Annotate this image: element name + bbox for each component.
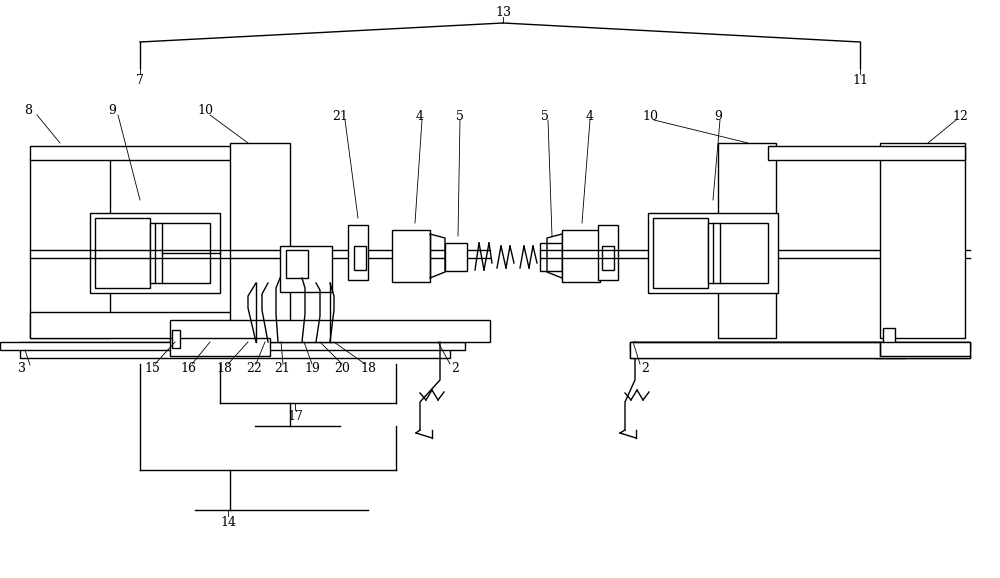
Text: 10: 10 <box>197 105 213 117</box>
Text: 11: 11 <box>852 73 868 87</box>
Text: 3: 3 <box>18 361 26 375</box>
Bar <box>30 158 110 338</box>
Bar <box>30 146 240 160</box>
Bar <box>875 346 905 358</box>
Bar <box>648 213 778 293</box>
Bar <box>354 246 366 270</box>
Text: 5: 5 <box>456 109 464 123</box>
Text: 9: 9 <box>108 105 116 117</box>
Text: 2: 2 <box>451 361 459 375</box>
Bar <box>880 143 965 338</box>
Bar <box>630 342 970 350</box>
Text: 7: 7 <box>136 73 144 87</box>
Bar <box>170 338 270 356</box>
Bar <box>392 230 430 282</box>
Text: 4: 4 <box>586 109 594 123</box>
Text: 17: 17 <box>287 409 303 423</box>
Text: 21: 21 <box>332 109 348 123</box>
Bar <box>95 218 150 288</box>
Bar <box>718 143 776 338</box>
Bar <box>653 218 708 288</box>
Text: 14: 14 <box>220 516 236 528</box>
Bar <box>230 143 290 338</box>
Bar <box>445 243 467 271</box>
Text: 18: 18 <box>360 361 376 375</box>
Bar <box>20 342 450 358</box>
Bar <box>598 225 618 280</box>
Text: 12: 12 <box>952 109 968 123</box>
Text: 15: 15 <box>144 361 160 375</box>
Text: 2: 2 <box>641 361 649 375</box>
Text: 19: 19 <box>304 361 320 375</box>
Text: 21: 21 <box>274 361 290 375</box>
Bar <box>630 342 970 358</box>
Text: 13: 13 <box>495 6 511 18</box>
Bar <box>90 213 220 293</box>
Text: 16: 16 <box>180 361 196 375</box>
Bar <box>883 328 895 350</box>
Bar <box>348 225 368 280</box>
Text: 4: 4 <box>416 109 424 123</box>
Bar <box>708 223 768 283</box>
Text: 20: 20 <box>334 361 350 375</box>
Text: 5: 5 <box>541 109 549 123</box>
Bar <box>30 312 280 338</box>
Bar <box>768 146 965 160</box>
Text: 22: 22 <box>246 361 262 375</box>
Text: 18: 18 <box>216 361 232 375</box>
Bar <box>0 342 465 350</box>
Text: 8: 8 <box>24 105 32 117</box>
Bar <box>630 342 970 358</box>
Bar <box>286 250 308 278</box>
Bar <box>602 246 614 270</box>
Bar <box>150 223 210 283</box>
Bar <box>540 243 562 271</box>
Text: 9: 9 <box>714 109 722 123</box>
Bar <box>280 246 332 292</box>
Bar <box>562 230 600 282</box>
Bar <box>172 330 180 348</box>
Bar <box>170 320 490 342</box>
Text: 10: 10 <box>642 109 658 123</box>
